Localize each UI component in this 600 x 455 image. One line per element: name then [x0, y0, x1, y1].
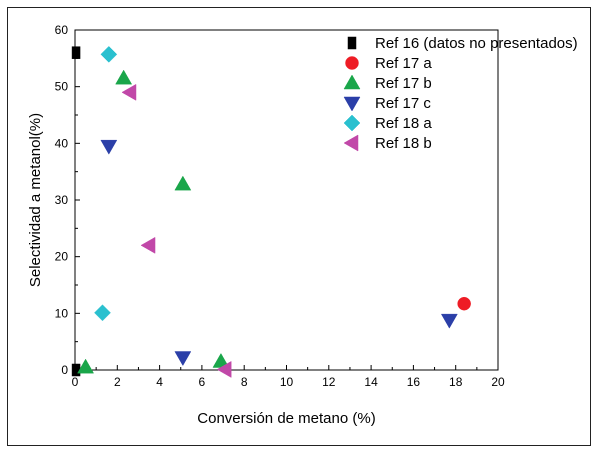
data-point [100, 139, 118, 155]
data-point [140, 236, 156, 254]
data-point [94, 304, 111, 322]
data-point [121, 83, 137, 101]
data-point [100, 46, 118, 63]
plot-area [74, 29, 499, 371]
x-axis-title: Conversión de metano (%) [197, 410, 375, 427]
data-point [174, 175, 192, 191]
y-tick-label: 40 [55, 136, 69, 150]
x-tick-label: 16 [407, 375, 421, 389]
data-point [457, 296, 471, 311]
legend-marker [343, 74, 361, 90]
legend-label: Ref 18 a [375, 115, 432, 132]
legend-marker [343, 134, 359, 152]
axes: 0 2 4 6 8 10 12 14 16 18 20 0 10 20 30 40 50 60 [55, 23, 505, 389]
x-tick-label: 12 [322, 375, 336, 389]
data-point [216, 361, 232, 378]
x-tick-label: 8 [241, 375, 248, 389]
legend-marker [343, 114, 361, 132]
legend-label: Ref 17 b [375, 75, 432, 92]
data-point [174, 351, 192, 367]
y-tick-label: 10 [55, 306, 69, 320]
legend-label: Ref 16 (datos no presentados) [375, 35, 578, 52]
x-tick-label: 0 [72, 375, 79, 389]
x-tick-label: 20 [491, 375, 505, 389]
legend-marker [347, 36, 357, 50]
data-point [77, 358, 95, 374]
y-axis-title: Selectividad a metanol(%) [27, 113, 44, 287]
y-tick-label: 0 [61, 363, 68, 377]
y-tick-label: 20 [55, 250, 69, 264]
data-point [71, 363, 81, 377]
y-tick-label: 60 [55, 23, 69, 37]
legend-marker [345, 56, 359, 70]
x-tick-label: 6 [199, 375, 206, 389]
data-point [71, 46, 81, 59]
x-tick-label: 2 [114, 375, 121, 389]
legend-label: Ref 17 c [375, 95, 431, 112]
x-tick-label: 14 [364, 375, 378, 389]
chart-frame [7, 7, 591, 446]
plot-border [74, 29, 499, 371]
y-tick-label: 50 [55, 80, 69, 94]
legend-label: Ref 17 a [375, 55, 432, 72]
data-point [440, 313, 458, 329]
data-point [115, 69, 133, 85]
legend-label: Ref 18 b [375, 135, 432, 152]
data-markers [71, 46, 471, 378]
x-tick-label: 18 [449, 375, 463, 389]
x-tick-label: 10 [280, 375, 294, 389]
x-tick-label: 4 [156, 375, 163, 389]
y-tick-label: 30 [55, 193, 69, 207]
legend: Ref 16 (datos no presentados) Ref 17 a Ref… [343, 35, 578, 152]
legend-marker [343, 96, 361, 112]
